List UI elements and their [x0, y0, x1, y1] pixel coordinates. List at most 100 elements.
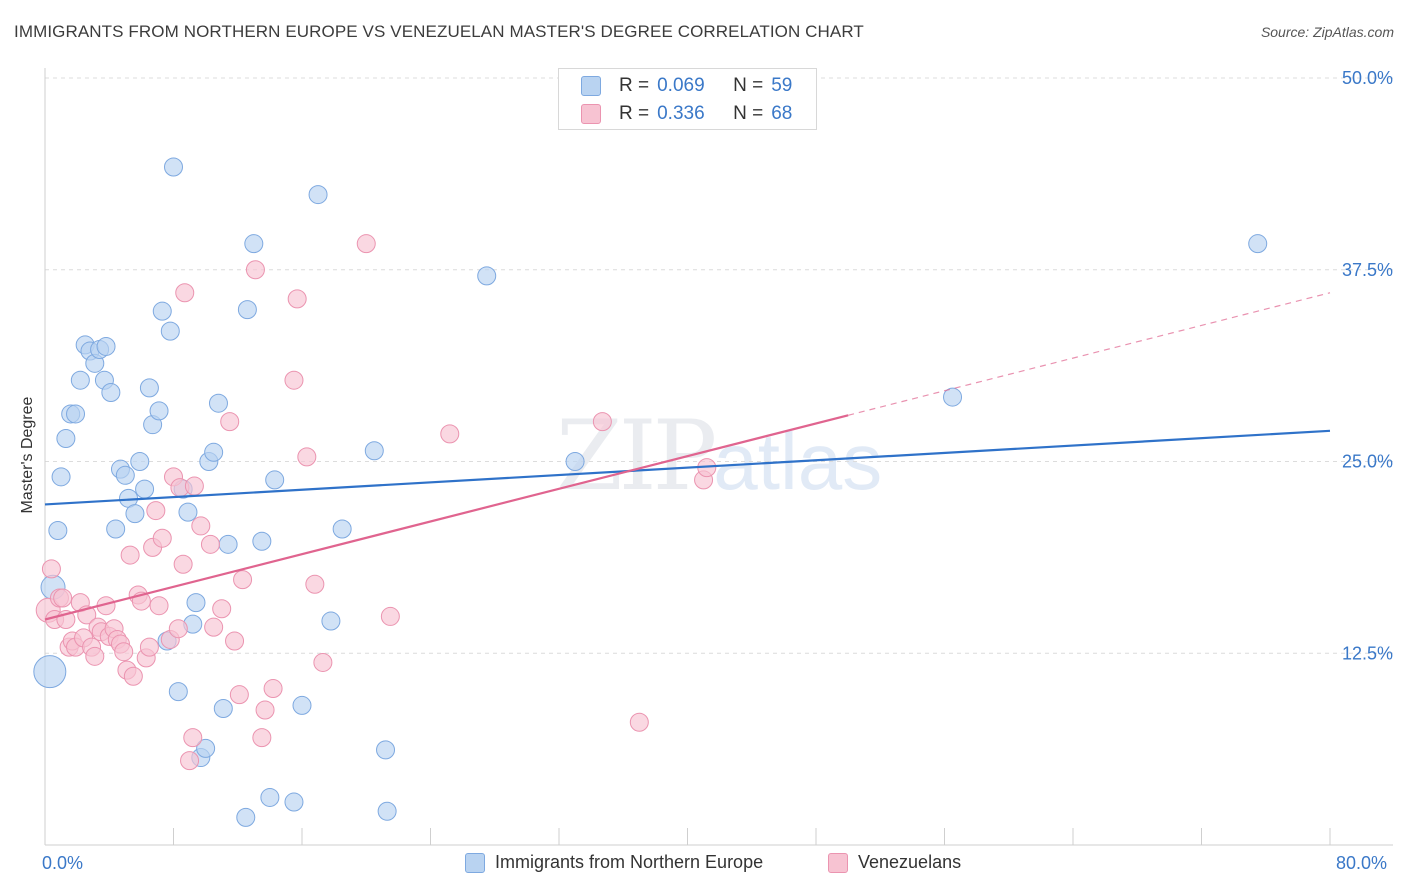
data-point: [292, 695, 312, 715]
data-point: [213, 698, 233, 718]
data-point: [260, 787, 280, 807]
data-point: [236, 807, 256, 827]
data-point: [321, 611, 341, 631]
legend-n-key: N =: [733, 75, 764, 96]
data-point: [225, 631, 245, 651]
data-point: [218, 534, 238, 554]
data-point: [1248, 234, 1268, 254]
legend-row-blue: R = 0.069 N = 59: [581, 73, 793, 99]
data-point: [629, 712, 649, 732]
data-point: [364, 441, 384, 461]
data-point: [149, 401, 169, 421]
data-point: [152, 301, 172, 321]
data-point: [101, 382, 121, 402]
data-point: [263, 679, 283, 699]
data-point: [245, 260, 265, 280]
data-point: [208, 393, 228, 413]
trend-line: [44, 414, 849, 621]
legend-n-key: N =: [733, 103, 764, 124]
data-point: [152, 528, 172, 548]
data-point: [160, 321, 180, 341]
data-point: [106, 519, 126, 539]
data-point: [139, 637, 159, 657]
data-point: [196, 738, 216, 758]
data-point: [146, 501, 166, 521]
data-point: [313, 652, 333, 672]
data-point: [66, 404, 86, 424]
data-point: [377, 801, 397, 821]
legend-row-pink: R = 0.336 N = 68: [581, 101, 793, 127]
series-label: Venezuelans: [858, 852, 962, 872]
data-point: [164, 157, 183, 177]
x-tick-label-max: 80.0%: [1336, 853, 1388, 873]
data-point: [130, 452, 150, 471]
series-legend-item-pink: Venezuelans: [828, 852, 961, 873]
data-point: [168, 682, 188, 702]
legend-r-value: 0.336: [657, 103, 705, 124]
stats-legend: R = 0.069 N = 59 R = 0.336 N = 68: [558, 68, 817, 130]
data-point: [255, 700, 275, 720]
data-point: [356, 234, 376, 254]
data-point: [149, 596, 169, 616]
data-point: [592, 412, 612, 432]
data-point: [120, 545, 140, 565]
series-swatch-blue: [465, 852, 485, 873]
tick-labels: 12.5% 25.0% 37.5% 50.0%: [1342, 68, 1393, 663]
data-point: [70, 370, 90, 390]
axes: [44, 68, 1393, 846]
data-point: [175, 283, 195, 303]
trend-lines: [44, 292, 1331, 621]
data-point: [33, 655, 67, 689]
source-credit: Source: ZipAtlas.com: [1260, 24, 1394, 40]
legend-swatch-pink: [581, 104, 601, 124]
data-point: [204, 617, 224, 637]
data-point: [200, 534, 220, 554]
data-point: [48, 521, 68, 541]
legend-n-value: 59: [771, 75, 793, 96]
data-point: [265, 470, 285, 490]
data-point: [173, 554, 193, 574]
data-point: [287, 289, 307, 309]
legend-swatch-blue: [581, 76, 601, 96]
data-point: [943, 387, 963, 407]
data-point: [184, 476, 204, 496]
y-tick-label: 12.5%: [1342, 643, 1393, 663]
legend-r-key: R =: [619, 75, 650, 96]
data-point: [477, 266, 497, 286]
data-point: [135, 479, 155, 499]
y-axis-label: Master's Degree: [19, 396, 36, 514]
data-point: [114, 642, 134, 662]
data-point: [191, 516, 211, 536]
data-point: [284, 792, 304, 812]
legend-r-key: R =: [619, 103, 650, 124]
data-point: [220, 412, 240, 432]
data-point: [96, 336, 116, 356]
series-swatch-pink: [828, 852, 848, 873]
y-tick-label: 50.0%: [1342, 68, 1393, 88]
data-point: [380, 606, 400, 626]
data-point: [180, 751, 200, 771]
data-point: [565, 452, 585, 471]
data-point: [212, 599, 232, 619]
data-point: [284, 370, 304, 390]
data-point: [41, 559, 61, 579]
data-point: [204, 442, 224, 462]
data-point: [252, 728, 272, 748]
data-point: [332, 519, 352, 539]
trend-line: [44, 429, 1331, 506]
series-legend-item-blue: Immigrants from Northern Europe: [465, 852, 763, 873]
data-point: [178, 502, 198, 522]
data-point: [252, 531, 272, 551]
data-point: [168, 619, 188, 639]
legend-n-value: 68: [771, 103, 793, 124]
data-point: [125, 504, 145, 524]
series-label: Immigrants from Northern Europe: [495, 852, 764, 872]
data-point: [237, 300, 257, 320]
y-tick-label: 25.0%: [1342, 452, 1393, 472]
data-point: [233, 570, 253, 590]
data-point: [440, 424, 460, 444]
data-point: [183, 728, 203, 748]
y-tick-label: 37.5%: [1342, 260, 1393, 280]
data-point: [305, 574, 325, 594]
